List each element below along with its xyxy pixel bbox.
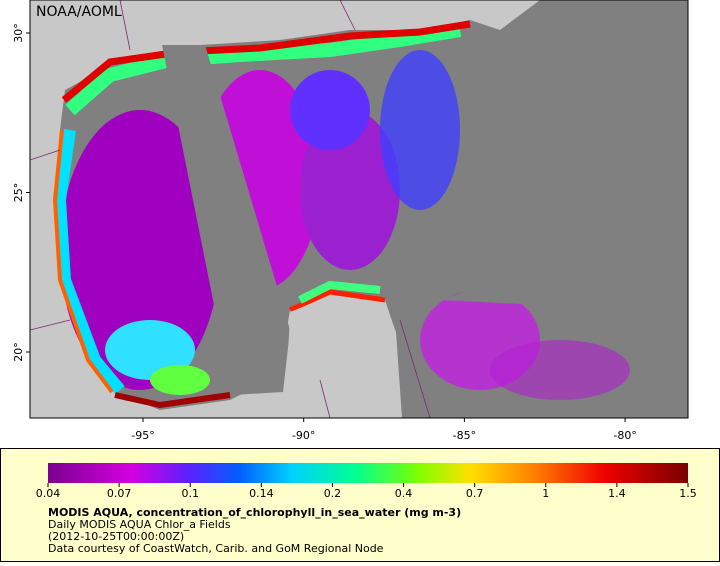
colorbar-label: 1.5 <box>679 487 697 500</box>
lon-label: -90° <box>292 429 315 442</box>
cuba <box>440 280 688 345</box>
colorbar-label: 0.04 <box>36 487 61 500</box>
colorbar-label: 0.4 <box>395 487 413 500</box>
colorbar-label: 0.07 <box>107 487 132 500</box>
colorbar-label: 0.14 <box>249 487 274 500</box>
map <box>30 0 688 418</box>
colorbar-label: 1 <box>542 487 549 500</box>
map-frame <box>29 0 689 419</box>
credit: NOAA/AOML <box>36 4 122 20</box>
yucatan <box>287 296 402 418</box>
swath-gap <box>162 45 290 395</box>
lat-label: 20° <box>12 342 25 362</box>
lon-label: -80° <box>613 429 636 442</box>
legend-title: MODIS AQUA, concentration_of_chlorophyll… <box>48 506 461 519</box>
colorbar <box>48 463 688 483</box>
colorbar-label: 0.2 <box>324 487 342 500</box>
lat-label: 25° <box>12 183 25 203</box>
legend-line: Data courtesy of CoastWatch, Carib. and … <box>48 542 384 555</box>
lat-label: 30° <box>12 23 25 43</box>
lon-label: -95° <box>131 429 154 442</box>
lon-label: -85° <box>453 429 476 442</box>
colorbar-label: 0.1 <box>181 487 199 500</box>
chlorophyll <box>52 20 630 409</box>
legend-line: (2012-10-25T00:00:00Z) <box>48 530 184 543</box>
borders <box>30 0 431 418</box>
legend-line: Daily MODIS AQUA Chlor_a Fields <box>48 518 231 531</box>
colorbar-label: 0.7 <box>466 487 484 500</box>
colorbar-label: 1.4 <box>608 487 626 500</box>
